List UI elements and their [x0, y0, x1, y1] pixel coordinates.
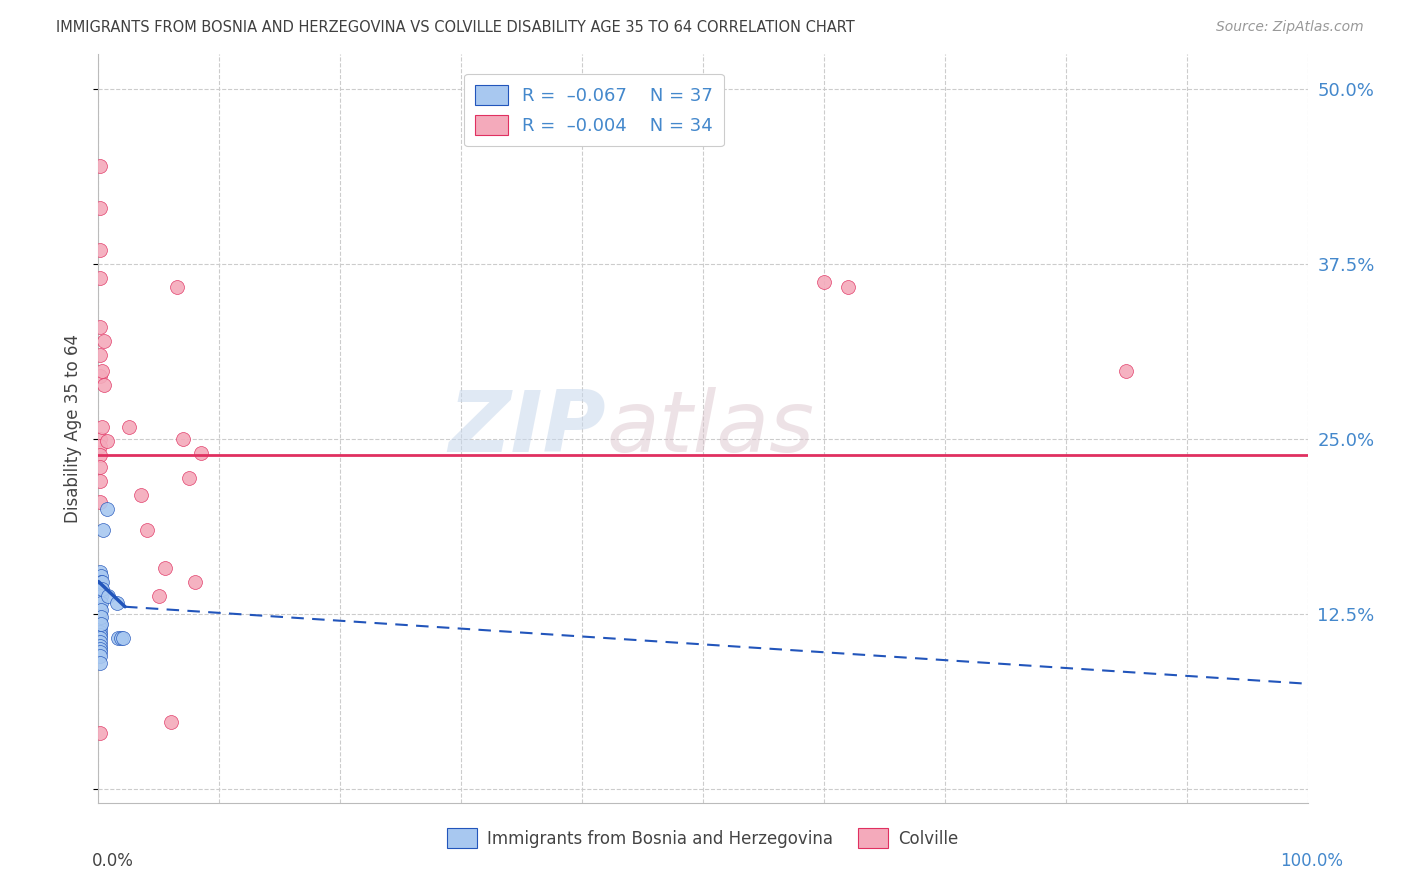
Point [93, 378, 115, 392]
Point [118, 420, 141, 434]
Text: Source: ZipAtlas.com: Source: ZipAtlas.com [1216, 20, 1364, 34]
Point [89, 599, 111, 614]
Point [96, 501, 118, 516]
Point [89, 270, 111, 285]
Point [105, 595, 128, 609]
Point [89, 725, 111, 739]
Point [89, 634, 111, 648]
Text: ZIP: ZIP [449, 386, 606, 470]
Point [837, 280, 859, 294]
Point [111, 631, 134, 645]
Point [90, 569, 112, 583]
Point [179, 471, 201, 485]
Point [89, 628, 111, 642]
Point [89, 592, 111, 607]
Point [89, 432, 111, 446]
Point [96, 434, 118, 449]
Point [89, 589, 111, 603]
Point [89, 648, 111, 663]
Point [89, 624, 111, 639]
Point [1115, 364, 1137, 378]
Point [89, 201, 111, 215]
Point [97, 589, 120, 603]
Point [90, 595, 112, 609]
Point [89, 631, 111, 645]
Point [184, 574, 207, 589]
Point [89, 459, 111, 474]
Point [813, 275, 835, 289]
Point [90, 582, 112, 597]
Point [107, 631, 129, 645]
Point [89, 159, 111, 173]
Point [89, 243, 111, 257]
Point [91, 364, 114, 378]
Point [89, 616, 111, 631]
Point [89, 439, 111, 453]
Point [89, 641, 111, 656]
Point [91, 582, 114, 596]
Point [89, 565, 111, 579]
Point [89, 644, 111, 658]
Point [90, 574, 112, 589]
Point [89, 368, 111, 383]
Point [110, 631, 132, 645]
Point [89, 614, 111, 628]
Text: IMMIGRANTS FROM BOSNIA AND HERZEGOVINA VS COLVILLE DISABILITY AGE 35 TO 64 CORRE: IMMIGRANTS FROM BOSNIA AND HERZEGOVINA V… [56, 20, 855, 35]
Point [172, 432, 194, 446]
Point [153, 560, 176, 574]
Point [89, 611, 111, 625]
Point [89, 607, 111, 621]
Point [89, 474, 111, 488]
Point [89, 639, 111, 653]
Point [89, 656, 111, 670]
Point [91, 420, 114, 434]
Point [89, 621, 111, 635]
Point [91, 523, 114, 537]
Point [89, 319, 111, 334]
Point [91, 574, 114, 589]
Text: 0.0%: 0.0% [91, 852, 134, 870]
Point [190, 445, 212, 459]
Point [90, 589, 112, 603]
Point [90, 609, 112, 624]
Y-axis label: Disability Age 35 to 64: Disability Age 35 to 64 [65, 334, 83, 523]
Point [89, 585, 111, 599]
Point [89, 579, 111, 593]
Point [148, 589, 170, 603]
Point [93, 334, 115, 348]
Legend: Immigrants from Bosnia and Herzegovina, Colville: Immigrants from Bosnia and Herzegovina, … [440, 822, 966, 855]
Point [90, 602, 112, 616]
Point [166, 280, 188, 294]
Point [90, 616, 112, 631]
Point [129, 488, 152, 502]
Point [135, 523, 157, 537]
Point [89, 494, 111, 508]
Point [160, 714, 183, 729]
Point [89, 348, 111, 362]
Text: 100.0%: 100.0% [1279, 852, 1343, 870]
Text: atlas: atlas [606, 386, 814, 470]
Point [89, 602, 111, 616]
Point [89, 449, 111, 463]
